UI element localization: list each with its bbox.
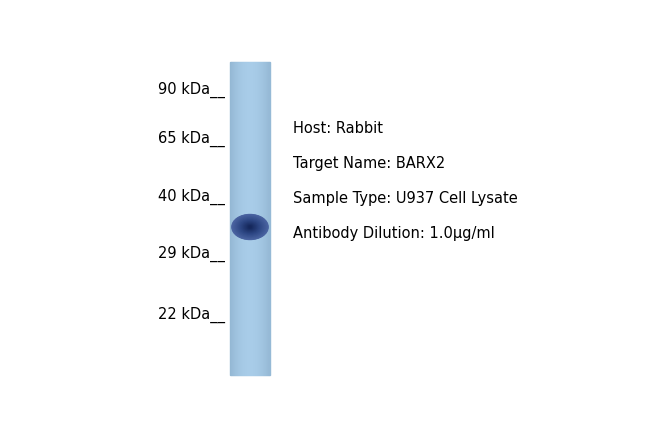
Bar [235,62,236,375]
Ellipse shape [242,222,257,233]
Ellipse shape [244,223,256,231]
Bar [267,62,268,375]
Ellipse shape [246,224,255,230]
Ellipse shape [235,216,265,238]
Ellipse shape [238,219,262,235]
Bar [232,62,233,375]
Bar [255,62,256,375]
Bar [249,62,250,375]
Bar [236,62,237,375]
Bar [230,62,270,375]
Text: 22 kDa__: 22 kDa__ [158,307,225,323]
Ellipse shape [235,217,265,237]
Ellipse shape [237,218,263,236]
Bar [261,62,262,375]
Bar [268,62,269,375]
Bar [263,62,264,375]
Ellipse shape [237,218,263,236]
Bar [250,62,251,375]
Bar [265,62,266,375]
Ellipse shape [234,216,266,238]
Bar [251,62,252,375]
Ellipse shape [242,221,258,233]
Ellipse shape [246,224,254,230]
Bar [234,62,235,375]
Ellipse shape [233,216,266,239]
Ellipse shape [232,214,268,239]
Bar [241,62,242,375]
Ellipse shape [233,215,267,239]
Bar [244,62,245,375]
Bar [237,62,238,375]
Ellipse shape [237,218,264,236]
Bar [260,62,261,375]
Ellipse shape [249,226,252,228]
Text: Sample Type: U937 Cell Lysate: Sample Type: U937 Cell Lysate [292,191,517,206]
Text: Host: Rabbit: Host: Rabbit [292,121,383,136]
Bar [252,62,253,375]
Text: Antibody Dilution: 1.0μg/ml: Antibody Dilution: 1.0μg/ml [292,226,495,241]
Bar [240,62,241,375]
Ellipse shape [232,215,268,239]
Bar [248,62,249,375]
Ellipse shape [249,226,251,228]
Bar [257,62,258,375]
Text: 65 kDa__: 65 kDa__ [158,130,225,147]
Ellipse shape [246,224,254,229]
Bar [262,62,263,375]
Bar [258,62,259,375]
Ellipse shape [244,223,256,231]
Bar [247,62,248,375]
Ellipse shape [240,220,260,234]
Ellipse shape [248,226,252,229]
Text: 29 kDa__: 29 kDa__ [158,246,225,262]
Ellipse shape [239,220,261,235]
Ellipse shape [243,222,257,232]
Bar [239,62,240,375]
Text: 90 kDa__: 90 kDa__ [158,82,225,98]
Ellipse shape [238,219,262,236]
Ellipse shape [247,225,254,229]
Ellipse shape [244,223,255,231]
Ellipse shape [242,222,257,232]
Ellipse shape [245,223,255,230]
Bar [242,62,243,375]
Bar [253,62,254,375]
Bar [254,62,255,375]
Bar [259,62,260,375]
Bar [264,62,265,375]
Ellipse shape [236,217,264,237]
Ellipse shape [240,220,259,233]
Bar [238,62,239,375]
Bar [243,62,244,375]
Bar [230,62,231,375]
Text: Target Name: BARX2: Target Name: BARX2 [292,156,445,171]
Bar [231,62,232,375]
Bar [256,62,257,375]
Bar [269,62,270,375]
Bar [233,62,234,375]
Text: 40 kDa__: 40 kDa__ [158,189,225,205]
Bar [266,62,267,375]
Bar [246,62,247,375]
Ellipse shape [240,220,261,234]
Ellipse shape [241,221,259,233]
Ellipse shape [235,216,265,237]
Ellipse shape [241,221,259,233]
Ellipse shape [239,219,261,235]
Ellipse shape [247,225,253,229]
Ellipse shape [234,216,266,238]
Bar [245,62,246,375]
Ellipse shape [248,226,252,228]
